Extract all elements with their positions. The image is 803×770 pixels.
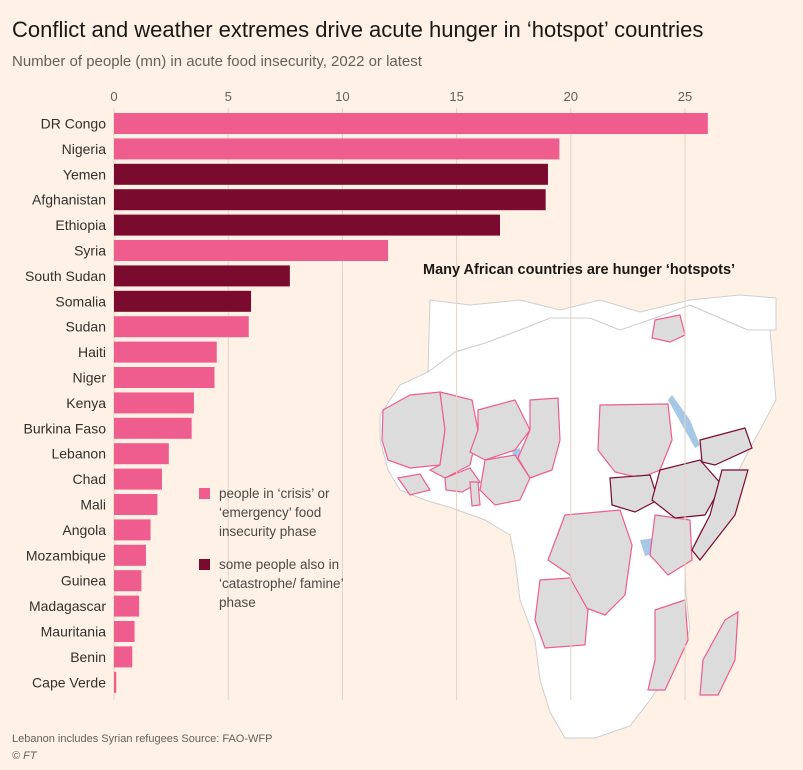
x-tick-label: 15 <box>449 89 463 104</box>
category-label: South Sudan <box>25 268 106 284</box>
category-label: Benin <box>70 649 106 665</box>
legend-label-crisis: people in ‘crisis’ or ‘emergency’ food i… <box>219 486 330 539</box>
category-label: Niger <box>73 370 107 386</box>
x-tick-label: 25 <box>678 89 692 104</box>
category-label: Nigeria <box>62 141 107 157</box>
category-label: Syria <box>74 243 106 259</box>
x-tick-label: 20 <box>564 89 578 104</box>
south-sudan-shape <box>609 474 659 513</box>
category-label: Lebanon <box>51 446 106 462</box>
category-label: Angola <box>62 522 106 538</box>
bar <box>114 189 546 211</box>
category-label: Chad <box>73 471 106 487</box>
bar <box>114 367 215 388</box>
bar <box>114 240 389 261</box>
chart-title: Conflict and weather extremes drive acut… <box>12 17 704 42</box>
africa-map <box>379 294 777 739</box>
europe-coast <box>427 294 777 374</box>
category-label: Mauritania <box>41 624 107 640</box>
bar <box>114 494 158 515</box>
category-label: Madagascar <box>29 598 106 614</box>
category-label: Afghanistan <box>32 192 106 208</box>
kenya-shape <box>649 514 693 576</box>
bar <box>114 468 162 490</box>
footnote: Lebanon includes Syrian refugees Source:… <box>12 733 273 745</box>
madagascar-shape <box>699 610 739 696</box>
x-tick-label: 0 <box>110 89 117 104</box>
bar <box>114 519 151 541</box>
bar <box>114 443 169 465</box>
angola-shape <box>534 577 589 649</box>
bar <box>114 138 560 160</box>
bar <box>114 417 192 439</box>
bar <box>114 544 146 566</box>
syria-shape <box>651 314 686 343</box>
bar <box>114 265 290 287</box>
sudan-shape <box>597 403 673 479</box>
category-label: Somalia <box>55 293 106 309</box>
bar <box>114 392 194 414</box>
category-label: Guinea <box>61 573 106 589</box>
bar <box>114 621 135 642</box>
niger-shape <box>469 399 531 461</box>
legend-item-catastrophe: some people also in ‘catastrophe/ famine… <box>199 555 369 612</box>
x-tick-label: 5 <box>225 89 232 104</box>
guinea-shape <box>396 473 431 496</box>
red-sea <box>668 395 700 448</box>
map-title: Many African countries are hunger ‘hotsp… <box>423 262 736 278</box>
bar <box>114 671 117 693</box>
credit: © FT <box>12 750 37 762</box>
category-label: Ethiopia <box>55 217 106 233</box>
nigeria-shape <box>479 454 531 506</box>
bar <box>114 214 500 236</box>
legend-label-catastrophe: some people also in ‘catastrophe/ famine… <box>219 557 344 610</box>
category-label: DR Congo <box>41 116 107 132</box>
category-label: Kenya <box>66 395 106 411</box>
bar <box>114 316 249 338</box>
category-label: Mozambique <box>26 547 106 563</box>
legend-swatch-crisis <box>199 488 210 499</box>
bar <box>114 595 140 617</box>
ethiopia-shape <box>651 459 723 519</box>
benin-shape <box>469 481 481 507</box>
bar <box>114 290 252 312</box>
bar <box>114 646 133 668</box>
legend-item-crisis: people in ‘crisis’ or ‘emergency’ food i… <box>199 484 369 541</box>
somalia-shape <box>691 469 749 561</box>
bar <box>114 163 548 185</box>
chart-subtitle: Number of people (mn) in acute food inse… <box>12 53 422 70</box>
category-label: Burkina Faso <box>24 420 107 436</box>
x-tick-label: 10 <box>335 89 349 104</box>
category-label: Cape Verde <box>32 674 106 690</box>
yemen-shape <box>699 427 753 466</box>
legend-swatch-catastrophe <box>199 559 210 570</box>
chad-shape <box>517 397 561 479</box>
legend: people in ‘crisis’ or ‘emergency’ food i… <box>199 484 369 626</box>
category-label: Haiti <box>78 344 106 360</box>
bar <box>114 341 217 363</box>
category-label: Mali <box>80 497 106 513</box>
category-label: Sudan <box>66 319 106 335</box>
bar <box>114 113 708 134</box>
bar <box>114 570 142 592</box>
category-label: Yemen <box>63 166 106 182</box>
drc-shape <box>547 509 633 616</box>
